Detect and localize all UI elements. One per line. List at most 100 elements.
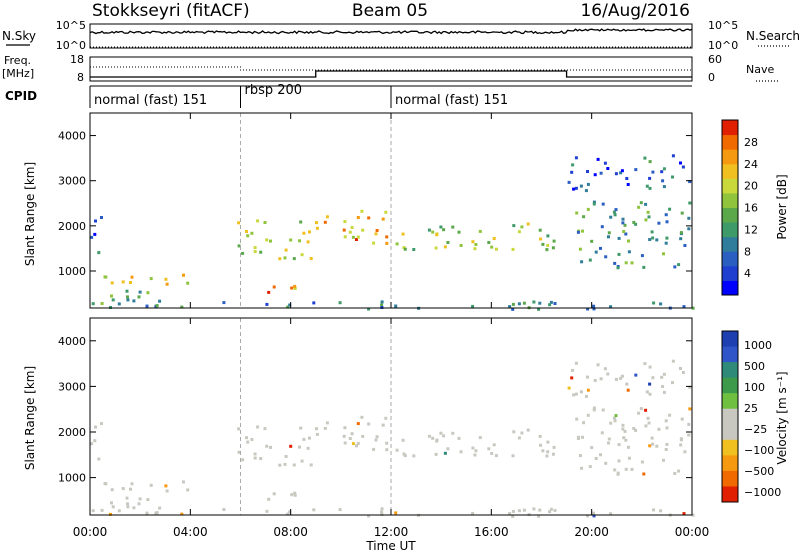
velocity-cell	[671, 381, 674, 385]
velocity-cell	[664, 419, 668, 423]
velocity-cell	[457, 436, 461, 440]
power-cell	[512, 224, 516, 228]
velocity-cell	[343, 426, 347, 430]
velocity-cell	[443, 451, 447, 455]
velocity-colorbar-swatch	[722, 455, 738, 472]
power-cell	[474, 243, 478, 246]
velocity-cell	[571, 368, 575, 372]
power-cell	[253, 246, 257, 250]
power-cell	[343, 220, 347, 224]
velocity-cell	[180, 512, 184, 516]
velocity-colorbar-swatch	[722, 331, 738, 348]
power-cell	[627, 239, 630, 243]
power-cell	[604, 255, 608, 259]
velocity-cell	[599, 377, 603, 381]
power-colorbar-frame	[721, 119, 739, 296]
velocity-cell	[186, 488, 190, 492]
nsearch-tick-bottom: 10^0	[708, 39, 738, 52]
velocity-cell	[374, 438, 378, 442]
velocity-cell	[626, 388, 630, 392]
power-cell	[538, 228, 542, 232]
power-colorbar-swatch	[722, 134, 738, 150]
power-cell	[640, 254, 644, 258]
power-cell	[129, 281, 132, 284]
power-cell	[299, 220, 303, 224]
velocity-cell	[474, 449, 478, 453]
velocity-cell	[630, 467, 634, 471]
power-cell	[659, 302, 663, 306]
cpid-segment-label: rbsp 200	[245, 83, 303, 98]
velocity-cell	[149, 483, 153, 487]
power-cell	[289, 238, 293, 242]
velocity-cell	[578, 454, 582, 458]
power-cell	[145, 304, 149, 308]
y-tick-label: 1000	[58, 472, 86, 485]
power-cell	[394, 304, 398, 308]
velocity-cell	[338, 508, 342, 512]
power-cell	[596, 157, 600, 161]
velocity-cell	[651, 442, 655, 446]
power-cell	[494, 247, 498, 251]
velocity-cell	[581, 435, 584, 439]
power-cell	[351, 235, 355, 239]
velocity-cell	[644, 408, 648, 412]
velocity-colorbar-tick: 25	[744, 402, 758, 415]
power-cell	[325, 215, 329, 219]
power-colorbar: Power [dB] 4 8 12 16 20 24 28	[721, 119, 789, 296]
power-cell	[679, 237, 683, 241]
power-cell	[581, 229, 584, 233]
y-tick-label: 4000	[58, 130, 86, 143]
power-cell	[343, 235, 347, 239]
velocity-cell	[537, 514, 541, 518]
velocity-cell	[431, 436, 435, 440]
velocity-cell	[385, 441, 389, 445]
power-cell	[662, 167, 666, 171]
power-cell	[599, 246, 602, 250]
power-cell	[309, 257, 313, 260]
power-cell	[642, 265, 646, 269]
velocity-cell	[621, 423, 625, 427]
power-cell	[687, 227, 691, 231]
velocity-cell	[552, 445, 556, 449]
velocity-cell	[687, 433, 691, 437]
power-cell	[308, 230, 311, 234]
velocity-cell	[677, 469, 681, 473]
velocity-cell	[601, 408, 605, 412]
velocity-cell	[439, 431, 443, 435]
power-cell	[683, 244, 687, 247]
velocity-cell	[265, 444, 269, 448]
power-cell	[606, 167, 610, 170]
power-cell	[567, 180, 571, 184]
velocity-cell	[512, 430, 516, 434]
date-title: 16/Aug/2016	[580, 1, 690, 21]
velocity-cell	[664, 448, 668, 451]
power-cell	[612, 210, 616, 214]
velocity-cell	[315, 427, 318, 431]
velocity-cell	[549, 507, 553, 511]
velocity-cell	[662, 390, 666, 394]
velocity-cell	[394, 511, 398, 515]
velocity-cell	[579, 390, 583, 394]
velocity-cell	[323, 426, 327, 430]
velocity-cell	[367, 422, 371, 426]
power-cell	[451, 225, 455, 229]
velocity-panel: 1000 2000 3000 4000 00:00 04:00 08:00 12:00 16:…	[23, 317, 709, 539]
power-cell	[180, 305, 184, 309]
velocity-cell	[588, 465, 592, 469]
velocity-cell	[90, 442, 94, 446]
nsky-tick-top: 10^5	[56, 19, 86, 32]
velocity-cell	[265, 509, 269, 513]
power-cell	[292, 257, 296, 261]
power-colorbar-swatch	[722, 236, 738, 252]
x-tick-label: 04:00	[173, 525, 208, 539]
power-cell	[617, 252, 621, 256]
velocity-cell	[253, 452, 257, 456]
velocity-cell	[292, 463, 296, 467]
velocity-cell	[600, 431, 604, 435]
power-cell	[545, 248, 549, 252]
power-cell	[651, 170, 655, 174]
power-cell	[632, 220, 636, 224]
power-cell	[380, 303, 384, 307]
nsearch-label: N.Search	[746, 29, 800, 43]
velocity-cell	[657, 427, 661, 431]
